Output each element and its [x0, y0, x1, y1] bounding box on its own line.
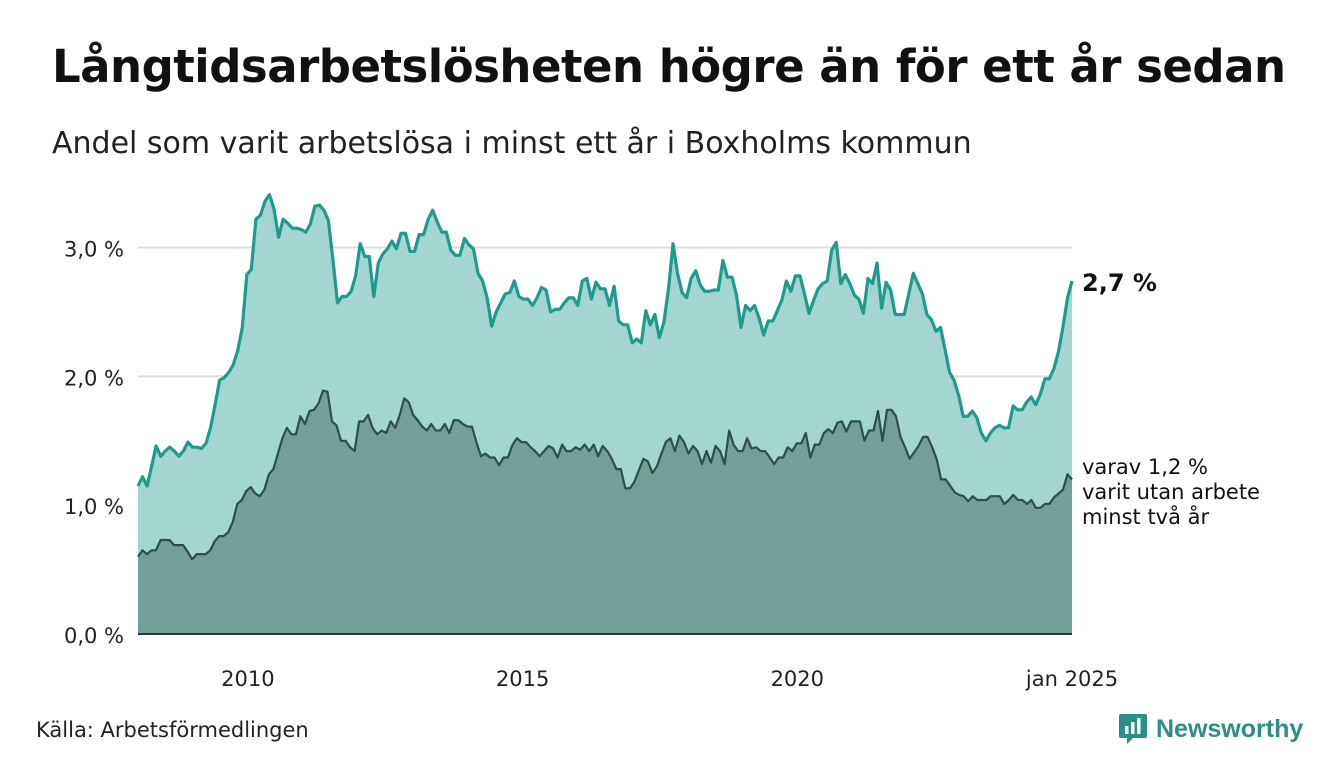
y-tick-label: 1,0 % [64, 495, 124, 519]
two-year-unemployment-area [138, 390, 1072, 634]
newsworthy-logo: Newsworthy [1118, 712, 1303, 746]
chart-title: Långtidsarbetslösheten högre än för ett … [52, 40, 1286, 93]
lower-end-label-line: varav 1,2 % [1082, 455, 1208, 479]
long-term-unemployment-line [136, 193, 1074, 488]
y-tick-label: 0,0 % [64, 624, 124, 648]
x-tick-label: 2015 [496, 667, 549, 691]
chart-subtitle: Andel som varit arbetslösa i minst ett å… [52, 126, 972, 161]
x-tick-label: 2010 [221, 667, 274, 691]
x-tick-label: jan 2025 [1025, 667, 1118, 691]
x-tick-label: 2020 [771, 667, 824, 691]
lower-end-label-line: varit utan arbete [1082, 480, 1260, 504]
upper-end-label: 2,7 % [1082, 269, 1157, 297]
two-year-unemployment-line [137, 389, 1073, 561]
brand-name: Newsworthy [1156, 714, 1304, 743]
source-note: Källa: Arbetsförmedlingen [36, 718, 309, 742]
y-tick-label: 3,0 % [64, 238, 124, 262]
y-tick-label: 2,0 % [64, 366, 124, 390]
lower-end-label-line: minst två år [1082, 504, 1210, 529]
newsworthy-logo-icon [1119, 714, 1147, 744]
